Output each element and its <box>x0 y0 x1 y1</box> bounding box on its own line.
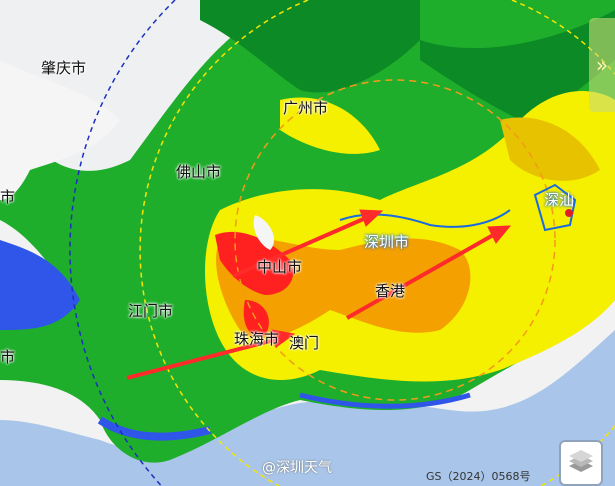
city-label-zhuhai: 珠海市 <box>234 330 280 348</box>
clear-area <box>0 60 120 200</box>
map-approval-number: GS（2024）0568号 <box>426 470 531 483</box>
movement-arrow-head <box>271 329 296 348</box>
double-chevron-right-icon: » <box>595 53 609 77</box>
movement-arrow <box>232 215 369 278</box>
range-ring-middle <box>139 0 309 486</box>
coastal-rain-edge <box>299 392 471 409</box>
city-label-partial-top: 市 <box>0 188 16 206</box>
rain-severe <box>243 300 269 336</box>
city-label-shenzhen: 深圳市 <box>364 233 410 251</box>
layers-icon <box>569 450 593 472</box>
layers-button[interactable] <box>559 440 603 486</box>
movement-arrow <box>346 232 496 320</box>
range-ring-inner <box>234 79 556 401</box>
city-label-shenshan: 深汕 <box>544 191 575 209</box>
clear-area <box>253 215 275 250</box>
city-label-hongkong: 香港 <box>375 282 406 300</box>
city-label-jiangmen: 江门市 <box>128 302 174 320</box>
range-ring-middle <box>511 0 615 75</box>
shenshan-marker <box>565 209 573 217</box>
watermark: @深圳天气 <box>262 460 332 476</box>
city-label-foshan: 佛山市 <box>176 163 222 181</box>
expand-panel-button[interactable]: » <box>589 18 615 112</box>
movement-arrows <box>126 209 512 380</box>
movement-arrow-head <box>359 209 384 227</box>
city-label-zhaoqing: 肇庆市 <box>41 59 87 77</box>
coastal-rain-edge <box>97 416 211 441</box>
movement-arrow-head <box>487 225 512 244</box>
rain-light-dark <box>420 10 615 120</box>
rain-moderate-dark <box>500 117 600 181</box>
movement-arrow <box>126 337 279 380</box>
city-label-zhongshan: 中山市 <box>257 258 303 276</box>
rain-moderate <box>280 97 380 154</box>
rain-light-dark <box>200 0 420 93</box>
rain-very-light <box>0 240 80 330</box>
city-label-macau: 澳门 <box>289 334 320 352</box>
city-label-partial-bottom: 市 <box>0 348 16 366</box>
city-label-guangzhou: 广州市 <box>283 99 329 117</box>
